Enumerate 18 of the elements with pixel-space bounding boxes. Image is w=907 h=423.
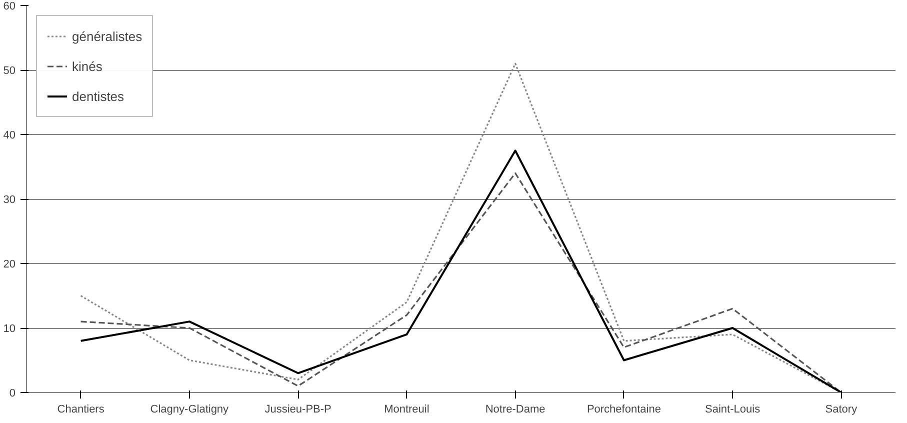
y-tick-label: 10 — [3, 323, 16, 335]
x-tick-label: Clagny-Glatigny — [150, 404, 230, 416]
x-tick-label: Chantiers — [57, 404, 105, 416]
legend-label: généralistes — [72, 28, 142, 44]
x-tick-label: Montreuil — [384, 404, 430, 416]
y-tick-label: 0 — [9, 388, 16, 400]
x-tick-label: Satory — [825, 404, 858, 416]
y-tick-label: 30 — [3, 194, 16, 206]
x-tick-label: Saint-Louis — [705, 404, 761, 416]
x-tick-label: Jussieu-PB-P — [264, 404, 332, 416]
y-tick-label: 60 — [3, 0, 16, 12]
y-tick-label: 50 — [3, 65, 16, 77]
x-tick-label: Porchefontaine — [586, 404, 661, 416]
legend-label: dentistes — [72, 88, 124, 104]
y-tick-label: 20 — [3, 258, 16, 270]
x-tick-label: Notre-Dame — [485, 404, 546, 416]
y-tick-label: 40 — [3, 130, 16, 142]
legend-label: kinés — [72, 58, 102, 74]
